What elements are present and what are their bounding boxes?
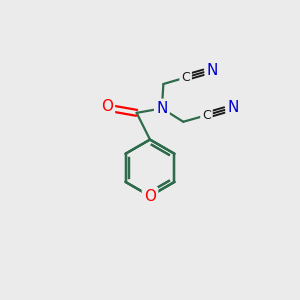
Text: N: N [207,62,218,77]
Text: C: C [181,71,190,84]
Text: N: N [156,101,168,116]
Text: N: N [227,100,239,115]
Text: O: O [101,99,113,114]
Text: O: O [144,189,156,204]
Text: C: C [202,109,211,122]
